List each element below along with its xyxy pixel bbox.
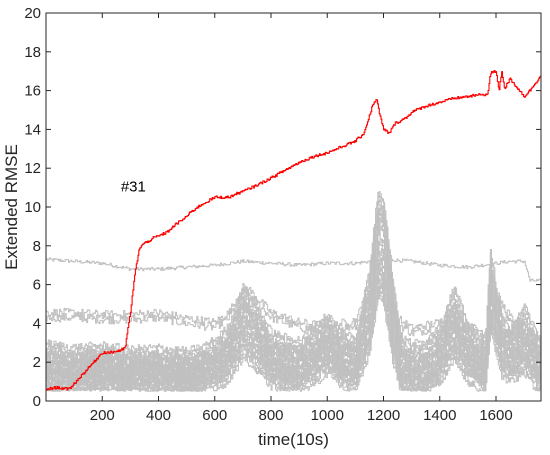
y-tick-label: 0 [33, 393, 41, 410]
highlighted-series-line [46, 70, 541, 391]
y-tick-label: 8 [33, 238, 41, 255]
x-tick-label: 1000 [311, 407, 344, 424]
y-tick-label: 18 [24, 44, 41, 61]
gray-series-line [46, 207, 542, 364]
y-axis-label: Extended RMSE [2, 144, 21, 270]
gray-series-line [46, 280, 542, 387]
gray-series-line [46, 249, 542, 377]
x-tick-label: 1600 [479, 407, 512, 424]
y-tick-label: 14 [24, 121, 41, 138]
y-axis: 0 2 4 6 8 10 12 14 16 18 20 [24, 5, 541, 410]
gray-series-line [46, 286, 542, 392]
x-tick-label: 200 [90, 407, 115, 424]
annotation-label: #31 [121, 178, 146, 195]
gray-series-line [46, 232, 542, 371]
x-axis: 200 400 600 800 1000 1200 1400 1600 [90, 13, 513, 424]
y-tick-label: 4 [33, 315, 41, 332]
y-tick-label: 16 [24, 83, 41, 100]
x-tick-label: 1200 [367, 407, 400, 424]
x-tick-label: 400 [146, 407, 171, 424]
y-tick-label: 12 [24, 160, 41, 177]
x-tick-label: 600 [202, 407, 227, 424]
y-tick-label: 6 [33, 277, 41, 294]
gray-series-line [46, 257, 541, 282]
gray-series-line [46, 208, 542, 366]
x-axis-label: time(10s) [258, 430, 329, 449]
y-tick-label: 10 [24, 199, 41, 216]
gray-series-line [46, 192, 542, 356]
y-tick-label: 20 [24, 5, 41, 22]
x-tick-label: 1400 [423, 407, 456, 424]
x-tick-label: 800 [258, 407, 283, 424]
y-tick-label: 2 [33, 354, 41, 371]
gray-series-line [46, 276, 542, 383]
series-layer [46, 70, 542, 392]
